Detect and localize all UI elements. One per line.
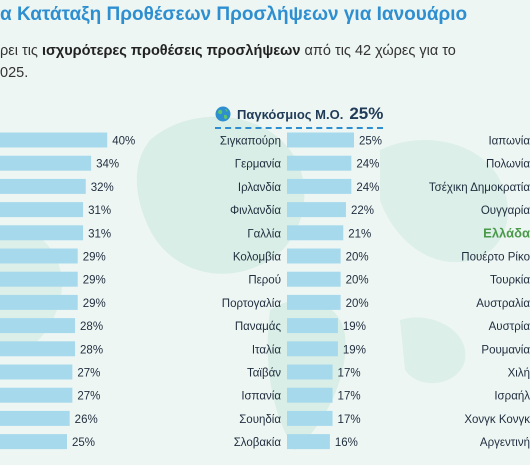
value-label: 24% xyxy=(356,182,379,194)
value-label: 29% xyxy=(83,275,106,287)
bar-0-4 xyxy=(0,225,84,241)
category-label: Χονγκ Κονγκ xyxy=(464,414,530,426)
category-label: Φινλανδία xyxy=(230,205,281,217)
category-label: Πορτογαλία xyxy=(222,298,282,310)
bar-0-1 xyxy=(0,155,92,171)
category-label: Γερμανία xyxy=(235,159,282,171)
value-label: 20% xyxy=(346,275,369,287)
subtitle-text-bold: ισχυρότερες προθέσεις προσλήψεων xyxy=(41,43,301,59)
bar-0-9 xyxy=(0,341,76,357)
subtitle-text-end: από τις 42 χώρες για το xyxy=(300,43,456,59)
value-label: 28% xyxy=(80,321,103,333)
category-label: Περού xyxy=(248,275,281,287)
category-label: Γαλλία xyxy=(247,228,281,240)
category-label: Ιαπωνία xyxy=(488,136,530,148)
bar-0-12 xyxy=(0,410,70,426)
category-label: Σλοβακία xyxy=(234,437,282,449)
value-label: 19% xyxy=(343,321,366,333)
category-label: Πουέρτο Ρίκο xyxy=(461,252,530,264)
bar-1-8 xyxy=(287,318,338,334)
bar-1-10 xyxy=(287,364,333,380)
category-label: Πολωνία xyxy=(486,159,530,171)
global-average-value: 25% xyxy=(349,104,384,123)
bar-0-7 xyxy=(0,294,78,310)
bar-1-12 xyxy=(287,410,333,426)
category-label: Σιγκαπούρη xyxy=(220,136,281,148)
category-label: Αυστρία xyxy=(489,321,530,333)
value-label: 21% xyxy=(348,228,371,240)
category-label: Αυστραλία xyxy=(476,298,530,310)
bar-1-1 xyxy=(287,155,352,171)
bar-0-2 xyxy=(0,178,86,194)
category-label: Αργεντινή xyxy=(480,437,530,449)
bar-0-6 xyxy=(0,271,78,287)
category-label: Ισπανία xyxy=(241,391,281,403)
value-label: 20% xyxy=(346,252,369,264)
value-label: 34% xyxy=(96,159,119,171)
page-title: α Κατάταξη Προθέσεων Προσλήψεων για Ιανο… xyxy=(0,4,468,25)
value-label: 32% xyxy=(91,182,114,194)
value-label: 17% xyxy=(338,391,361,403)
value-label: 24% xyxy=(356,159,379,171)
bar-1-3 xyxy=(287,202,346,218)
bar-1-4 xyxy=(287,225,344,241)
category-label: Χιλή xyxy=(508,368,530,380)
category-label: Τουρκία xyxy=(490,275,530,287)
category-label: Ταϊβάν xyxy=(247,368,281,380)
value-label: 20% xyxy=(346,298,369,310)
value-label: 19% xyxy=(343,344,366,356)
bar-0-11 xyxy=(0,387,73,403)
global-average-label: Παγκόσμιος Μ.Ο. xyxy=(237,106,344,122)
bar-1-13 xyxy=(287,434,330,450)
value-label: 17% xyxy=(338,368,361,380)
bar-0-5 xyxy=(0,248,78,264)
category-label: Ιταλία xyxy=(252,344,282,356)
bar-1-11 xyxy=(287,387,333,403)
value-label: 16% xyxy=(335,437,358,449)
value-label: 31% xyxy=(88,205,111,217)
subtitle-text-start: ρει τις xyxy=(0,43,42,59)
category-label-highlight: Ελλάδα xyxy=(483,225,530,240)
bar-1-9 xyxy=(287,341,338,357)
global-average-badge: Παγκόσμιος Μ.Ο. 25% xyxy=(215,104,384,129)
value-label: 25% xyxy=(359,136,382,148)
value-label: 28% xyxy=(80,344,103,356)
value-label: 40% xyxy=(112,136,135,148)
category-label: Ουγγαρία xyxy=(481,205,530,217)
bar-1-6 xyxy=(287,271,341,287)
category-label: Τσέχικη Δημοκρατία xyxy=(429,182,530,194)
bar-0-13 xyxy=(0,434,67,450)
bar-1-0 xyxy=(287,132,354,148)
category-label: Ισραήλ xyxy=(494,391,530,403)
value-label: 27% xyxy=(77,391,100,403)
category-label: Παναμάς xyxy=(235,321,282,333)
bar-0-0 xyxy=(0,132,108,148)
category-label: Σουηδία xyxy=(239,414,281,426)
value-label: 25% xyxy=(72,437,95,449)
value-label: 31% xyxy=(88,228,111,240)
category-label: Κολομβία xyxy=(233,252,281,264)
bar-0-8 xyxy=(0,318,76,334)
bar-1-5 xyxy=(287,248,341,264)
subtitle-text-line2: 025. xyxy=(0,65,29,81)
value-label: 27% xyxy=(77,368,100,380)
bar-1-7 xyxy=(287,294,341,310)
category-label: Ρουμανία xyxy=(481,344,530,356)
page-subtitle: ρει τις ισχυρότερες προθέσεις προσλήψεων… xyxy=(0,40,530,84)
category-label: Ιρλανδία xyxy=(238,182,281,194)
value-label: 26% xyxy=(75,414,98,426)
bar-0-3 xyxy=(0,202,84,218)
bar-0-10 xyxy=(0,364,73,380)
bar-1-2 xyxy=(287,178,352,194)
value-label: 17% xyxy=(338,414,361,426)
globe-icon xyxy=(215,106,231,122)
value-label: 22% xyxy=(351,205,374,217)
value-label: 29% xyxy=(83,298,106,310)
value-label: 29% xyxy=(83,252,106,264)
